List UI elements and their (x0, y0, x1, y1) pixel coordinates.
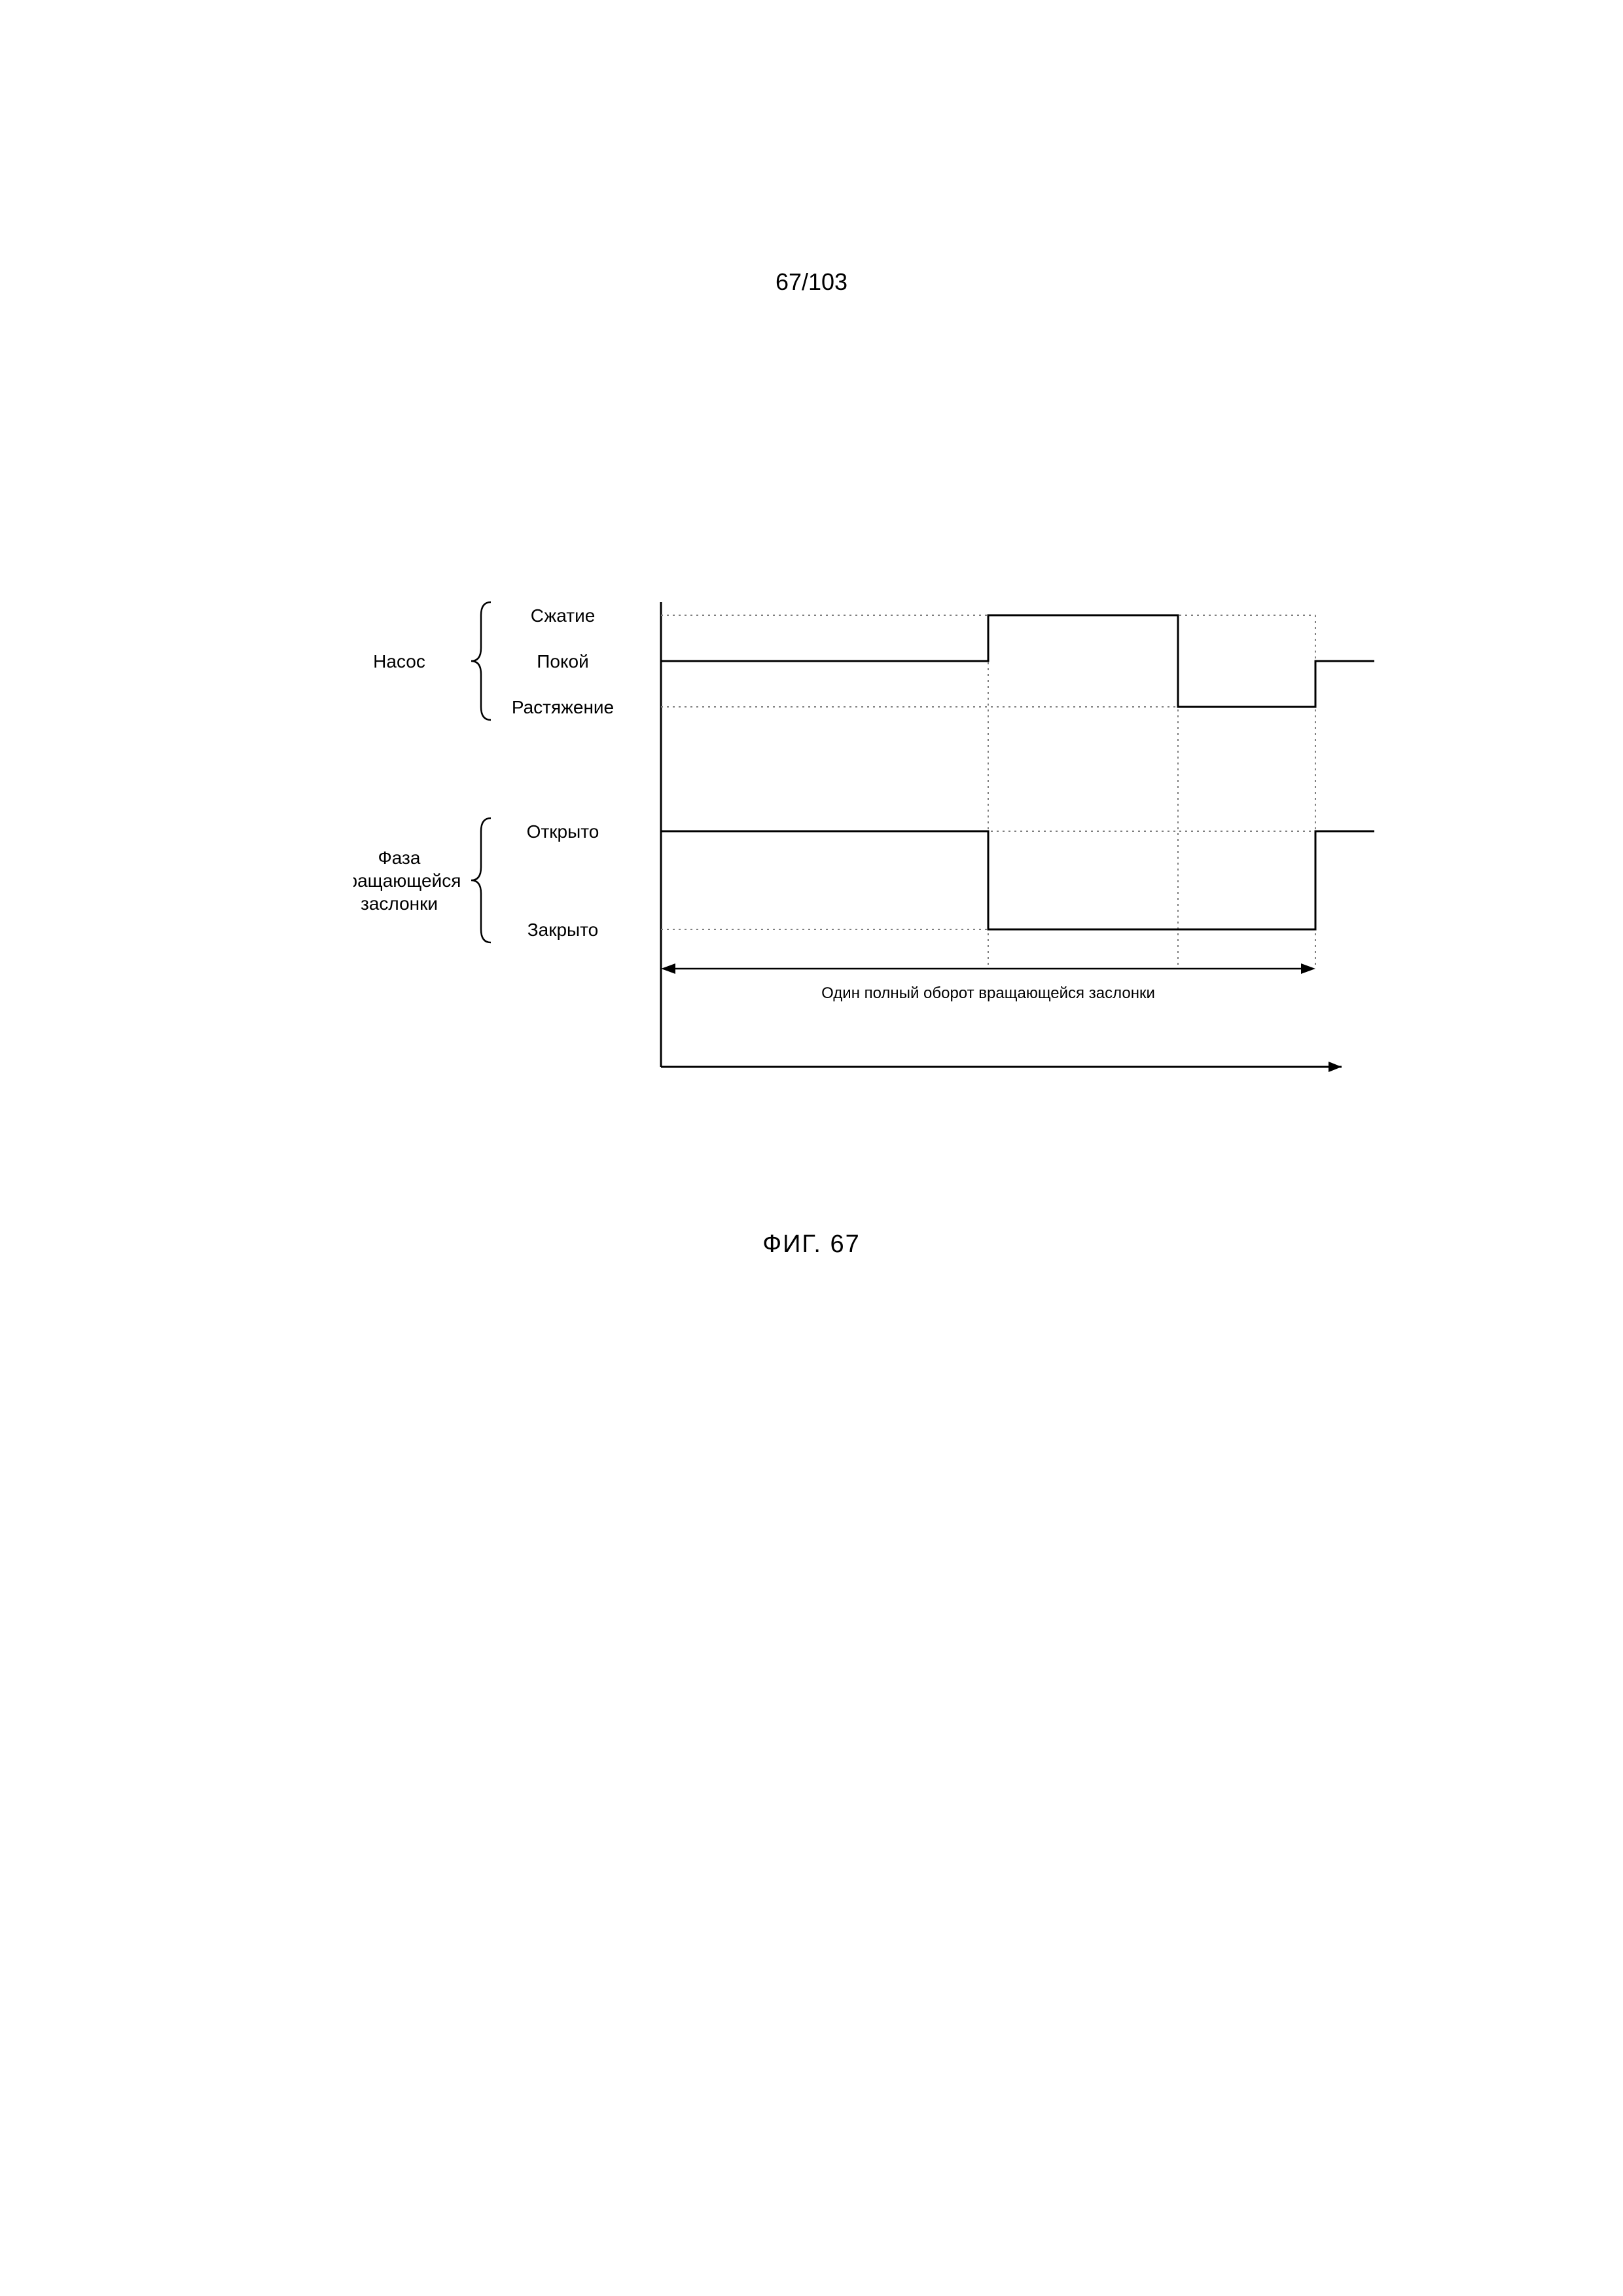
valve-state-closed: Закрыто (527, 920, 599, 940)
valve-title-2: вращающейся (353, 870, 461, 891)
revolution-arrow-left (661, 963, 675, 974)
timing-diagram: Насос Фаза вращающейся заслонки Сжатие П… (353, 589, 1466, 1080)
valve-state-open: Открыто (527, 821, 599, 842)
valve-bracket (471, 818, 491, 942)
pump-waveform (661, 615, 1374, 707)
pump-state-rest: Покой (537, 651, 588, 672)
pump-state-stretch: Растяжение (512, 697, 614, 717)
figure-caption: ФИГ. 67 (762, 1230, 861, 1259)
page-number: 67/103 (776, 268, 847, 296)
valve-waveform (661, 831, 1374, 929)
revolution-annotation: Один полный оборот вращающейся заслонки (821, 984, 1155, 1002)
pump-bracket (471, 602, 491, 720)
x-axis-label: Время (1294, 1077, 1349, 1080)
revolution-arrow-right (1301, 963, 1315, 974)
x-axis-arrow (1329, 1062, 1342, 1072)
valve-title-1: Фаза (378, 848, 421, 868)
pump-title: Насос (373, 651, 425, 672)
pump-state-compress: Сжатие (531, 605, 596, 626)
valve-title-3: заслонки (361, 893, 438, 914)
